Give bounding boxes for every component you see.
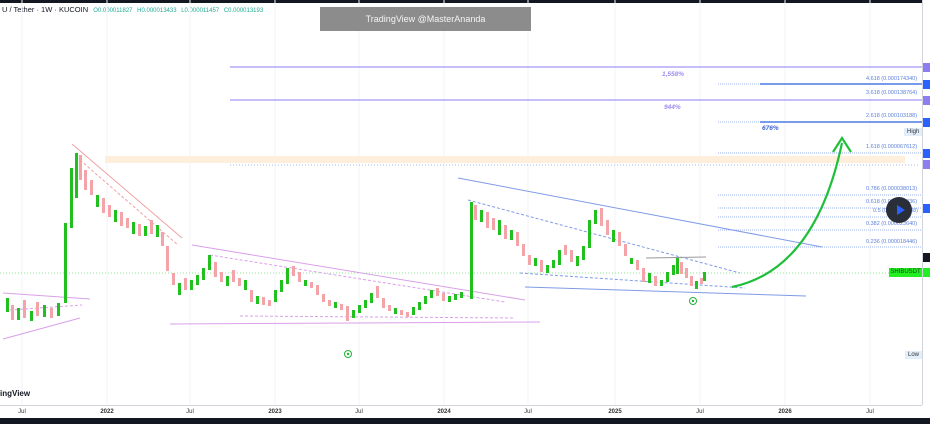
time-label: Jul <box>18 409 26 415</box>
fib-label: 3.618 (0.000138764) <box>866 90 918 96</box>
low-marker-icon <box>344 350 352 358</box>
candles <box>6 153 706 321</box>
time-axis[interactable]: Jul 2022 Jul 2023 Jul 2024 Jul 2025 Jul … <box>0 405 922 419</box>
fib-label: 2.618 (0.000103188) <box>866 113 918 119</box>
ohlc-close: C0.000013193 <box>223 8 264 14</box>
axis-tag <box>923 118 930 127</box>
time-label: 2023 <box>268 409 282 415</box>
time-label: Jul <box>524 409 532 415</box>
time-label: Jul <box>355 409 363 415</box>
falling-wedge <box>457 177 823 297</box>
percent-label: 676% <box>762 125 779 132</box>
tradingview-logo: ingView <box>0 389 31 398</box>
axis-tag <box>923 63 930 72</box>
high-tag: High <box>904 128 923 136</box>
axis-tag <box>923 160 930 169</box>
projection-arrow <box>731 142 844 289</box>
play-button[interactable] <box>886 197 912 223</box>
fib-label: 4.618 (0.000174340) <box>866 76 918 82</box>
bottom-border <box>0 418 930 424</box>
ohlc-high: H0.000013433 <box>137 8 177 14</box>
time-label: 2022 <box>100 409 114 415</box>
fib-lines <box>718 83 922 248</box>
time-label: 2024 <box>437 409 451 415</box>
axis-tag <box>923 268 930 277</box>
triangle-patterns <box>2 244 541 340</box>
axis-tag <box>923 204 930 213</box>
resistance-zone <box>105 156 905 163</box>
time-label: Jul <box>186 409 194 415</box>
symbol-price-tag: SHIBUSDT <box>889 268 922 277</box>
fib-label: 0.382 (0.000023640) <box>866 221 918 227</box>
fib-label: 0.236 (0.000018446) <box>866 239 918 245</box>
percent-label: 944% <box>664 104 681 111</box>
downtrend-line <box>71 143 183 246</box>
percent-label: 1,558% <box>662 71 685 78</box>
price-axis[interactable] <box>922 0 930 405</box>
top-border <box>0 0 930 3</box>
ohlc-values: O0.000011827 H0.000013433 L0.000011457 C… <box>93 8 266 14</box>
time-label: Jul <box>866 409 874 415</box>
ohlc-open: O0.000011827 <box>93 8 133 14</box>
low-tag: Low <box>905 351 923 359</box>
play-icon <box>896 205 905 215</box>
time-label: 2026 <box>778 409 792 415</box>
time-label: 2025 <box>608 409 622 415</box>
symbol-title: U / Tether · 1W · KUCOIN <box>2 5 89 14</box>
symbol-legend: U / Tether · 1W · KUCOIN O0.000011827 H0… <box>2 5 266 14</box>
chart-canvas[interactable] <box>0 0 922 405</box>
axis-tag <box>923 80 930 89</box>
grid-lines <box>21 0 871 405</box>
axis-tag <box>923 96 930 105</box>
ohlc-low: L0.000011457 <box>181 8 220 14</box>
watermark: TradingView @MasterAnanda <box>320 7 531 31</box>
fib-label: 0.786 (0.000038013) <box>866 186 918 192</box>
axis-tag <box>923 253 930 262</box>
axis-tag <box>923 149 930 158</box>
time-label: Jul <box>696 409 704 415</box>
low-marker-icon <box>689 297 697 305</box>
fib-label: 1.618 (0.000067612) <box>866 144 918 150</box>
